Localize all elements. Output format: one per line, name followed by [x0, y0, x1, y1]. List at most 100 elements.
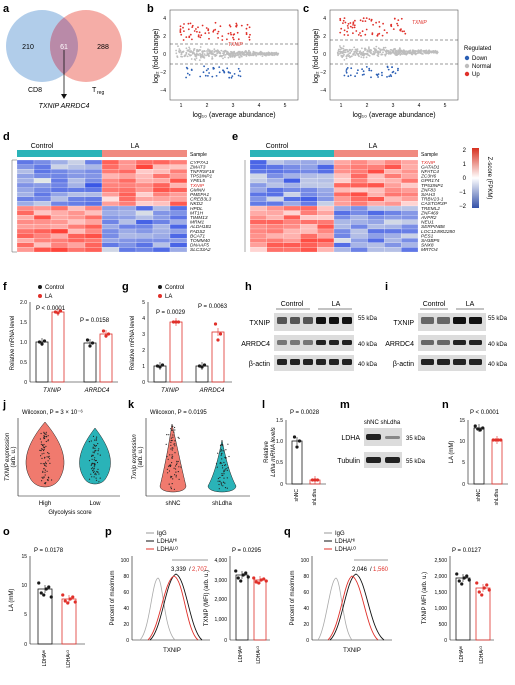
ma-point-up: [208, 32, 210, 34]
heatmap-cell: [118, 219, 137, 225]
heatmap-cell: [118, 192, 137, 197]
q-ylabel: Percent of maximum: [290, 570, 296, 625]
heatmap-cell: [67, 169, 86, 174]
heatmap-cell: [16, 247, 35, 253]
jitter-point: [92, 463, 94, 465]
gene-label: DNAAF5: [190, 243, 209, 249]
heatmap-cell: [283, 187, 301, 193]
panel-label-o: o: [3, 526, 10, 538]
jitter-point: [90, 473, 92, 475]
jitter-point: [170, 477, 172, 479]
jitter-point: [218, 483, 220, 486]
heatmap-cell: [67, 228, 86, 234]
heatmap-cell: [84, 169, 103, 174]
heatmap-cell: [152, 201, 171, 207]
heatmap-cell: [384, 215, 402, 220]
p-bar-ytick: 0: [224, 638, 227, 644]
ma-point: [195, 55, 198, 57]
heatmap-cell: [317, 169, 335, 174]
heatmap-cell: [317, 210, 335, 216]
heatmap-cell: [84, 224, 103, 230]
jitter-point: [42, 470, 44, 472]
q-bar-ytick: 2,000: [434, 574, 447, 580]
ma-point-up: [347, 23, 350, 25]
ma-point-down: [370, 76, 372, 79]
heatmap-cell: [67, 210, 86, 216]
jitter-point: [223, 469, 225, 471]
ma-c-xtick: 4: [418, 103, 421, 109]
heatmap-cell: [333, 233, 351, 239]
data-point: [174, 320, 178, 324]
ma-point: [213, 50, 216, 53]
heatmap-cell: [401, 205, 419, 211]
blot-band: [421, 340, 434, 345]
ma-point-up: [217, 30, 220, 33]
gene-label: GPR174: [421, 178, 440, 184]
heatmap-cell: [135, 219, 154, 225]
data-point: [481, 426, 485, 430]
jitter-point: [170, 486, 172, 488]
jitter-point: [171, 457, 173, 459]
ma-point: [253, 51, 256, 54]
jitter-point: [175, 476, 177, 478]
ma-point-up: [339, 17, 342, 20]
jitter-point: [168, 483, 170, 485]
ma-point-up: [361, 20, 364, 22]
jitter-point: [95, 479, 98, 481]
heatmap-cell: [67, 196, 86, 202]
jitter-point: [218, 488, 220, 490]
heatmap-cell: [84, 192, 103, 197]
heatmap-cell: [350, 159, 368, 165]
heatmap-d-cells: [16, 159, 188, 253]
jitter-point: [223, 481, 225, 483]
jitter-point: [48, 455, 50, 457]
heatmap-e-la-label: LA: [369, 143, 378, 150]
n-xcat: shNC: [476, 489, 482, 502]
jitter-point: [45, 461, 47, 463]
heatmap-cell: [266, 159, 284, 165]
heatmap-cell: [367, 192, 385, 197]
heatmap-cell: [152, 210, 171, 216]
jitter-point: [39, 449, 41, 451]
q-ytick: 100: [301, 558, 310, 564]
ma-point: [195, 57, 198, 59]
ma-point-up: [346, 30, 348, 33]
ma-point-up: [219, 25, 222, 28]
heatmap-cell: [152, 228, 171, 234]
k-dots: [165, 425, 230, 490]
gene-label: CREB3L3: [190, 197, 212, 203]
ma-point: [189, 54, 191, 57]
heatmap-cell: [16, 233, 35, 239]
ma-point-down: [233, 73, 236, 75]
q-legend-lo: LDHAᴸᴼ: [335, 546, 356, 553]
jitter-point: [219, 480, 221, 482]
ma-point-down: [185, 66, 188, 69]
jitter-point: [222, 485, 224, 487]
o-ytick: 5: [24, 612, 27, 618]
heatmap-cell: [283, 233, 301, 239]
ma-point-up: [214, 28, 217, 31]
jitter-point: [97, 468, 99, 470]
heatmap-cell: [152, 178, 171, 184]
jitter-point: [43, 449, 45, 452]
i-row-actin: β-actin: [393, 361, 414, 368]
jitter-point: [95, 439, 97, 441]
data-point: [477, 590, 481, 594]
jitter-point: [46, 470, 48, 472]
ma-point-up: [245, 33, 248, 36]
ma-point-up: [383, 29, 386, 31]
heatmap-cell: [384, 228, 402, 234]
ma-point: [214, 55, 217, 57]
o-bars: [37, 581, 77, 645]
ma-point-up: [232, 33, 235, 36]
western-blot-h: Control LA TXNIP ARRDC4 β-actin 55 kDa 4…: [241, 301, 378, 371]
ma-point-down: [376, 74, 379, 77]
data-point: [244, 571, 248, 575]
heatmap-cell: [101, 215, 120, 220]
ma-point-down: [185, 76, 188, 79]
ma-point-down: [186, 72, 189, 75]
gene-label: AVPR2: [420, 215, 437, 221]
i-la-label: LA: [466, 301, 475, 308]
legend-down-label: Down: [472, 56, 487, 62]
g-ytick: 2: [142, 348, 145, 354]
